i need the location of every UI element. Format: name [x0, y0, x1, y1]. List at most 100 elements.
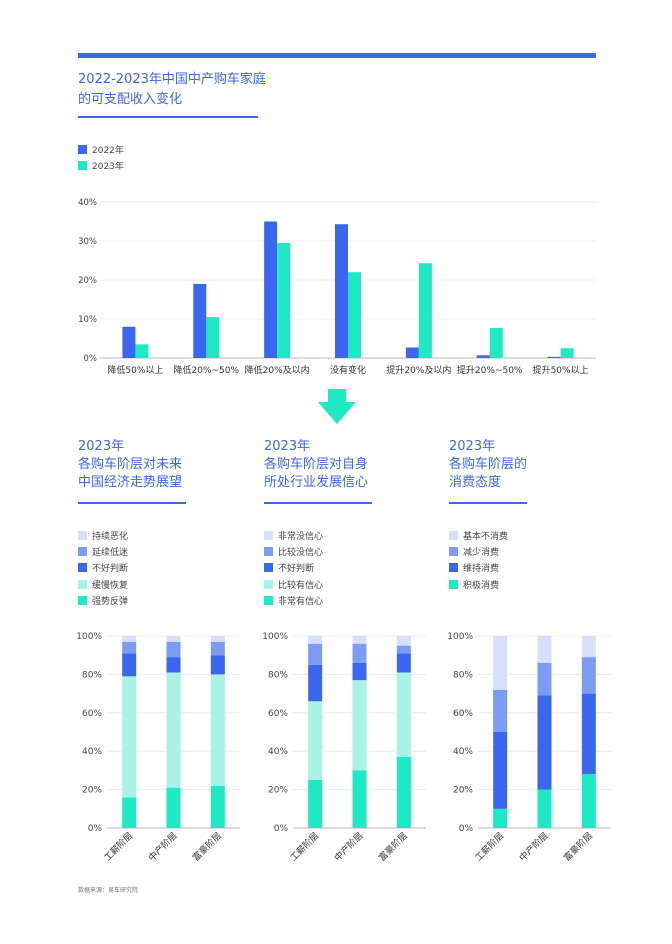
y-tick-label: 10%	[78, 315, 97, 325]
legend-label: 缓慢恢复	[92, 580, 129, 591]
legend-item: 非常没信心	[264, 527, 323, 543]
legend-item: 2023年	[78, 157, 124, 173]
stack-segment-不好判断-中产阶层	[352, 662, 367, 681]
x-tick-label: 工薪阶层	[101, 830, 135, 864]
stack-segment-缓慢恢复-中产阶层	[166, 672, 181, 788]
top-accent-bar	[78, 53, 596, 58]
stack-segment-延续低迷-工薪阶层	[122, 641, 137, 654]
legend-swatch	[264, 595, 273, 605]
title-underline	[78, 116, 258, 118]
legend-swatch	[449, 530, 458, 540]
legend-label: 2022年	[92, 145, 124, 156]
consumption-attitude-chart: 0% 20% 40% 60% 80% 100% 工薪阶层 中产阶层 富豪阶层	[447, 632, 611, 864]
stack-segment-不好判断-工薪阶层	[122, 653, 137, 677]
y-tick-label: 80%	[453, 670, 473, 680]
legend-item: 延续低迷	[78, 543, 128, 559]
stack-segment-基本不消费-中产阶层	[537, 636, 552, 663]
stack-segment-积极消费-工薪阶层	[493, 808, 508, 828]
legend-label: 强势反弹	[92, 596, 129, 607]
bar-2023年-降低20%及以内	[277, 242, 291, 358]
y-tick-label: 0%	[84, 354, 98, 364]
legend-label: 延续低迷	[92, 547, 129, 558]
stack-segment-减少消费-富豪阶层	[581, 657, 596, 694]
legend-item: 持续恶化	[78, 527, 128, 543]
legend-swatch	[264, 530, 273, 540]
stack-segment-减少消费-工薪阶层	[493, 689, 508, 732]
stack-segment-不好判断-富豪阶层	[210, 655, 225, 675]
legend-item: 维持消费	[449, 560, 508, 576]
legend-swatch	[78, 579, 87, 589]
legend-label: 减少消费	[463, 547, 500, 558]
stack-segment-非常有信心-富豪阶层	[396, 756, 411, 828]
x-tick-label: 工薪阶层	[287, 830, 321, 864]
income-change-chart: 0% 10% 20% 30% 40% 降低50%以上 降低20%~50% 降低20%及以内 没有…	[78, 198, 596, 376]
x-tick-label: 提升50%以上	[533, 365, 589, 376]
legend-swatch	[78, 595, 87, 605]
x-tick-label: 提升20%及以内	[386, 364, 451, 376]
stack-segment-比较有信心-富豪阶层	[396, 672, 411, 757]
consumption-attitude-legend: 基本不消费减少消费维持消费积极消费	[449, 527, 508, 592]
stack-segment-延续低迷-富豪阶层	[210, 641, 225, 656]
x-tick-label: 工薪阶层	[472, 830, 506, 864]
main-chart-legend: 2022年 2023年	[78, 141, 124, 174]
legend-label: 非常没信心	[278, 531, 324, 542]
y-tick-label: 60%	[268, 709, 288, 719]
y-tick-label: 40%	[453, 747, 473, 757]
legend-item: 非常有信心	[264, 592, 323, 608]
y-tick-label: 40%	[268, 747, 288, 757]
bar-2022年-提升20%~50%	[476, 355, 490, 358]
bar-2022年-降低50%以上	[122, 326, 136, 358]
stack-segment-缓慢恢复-工薪阶层	[122, 676, 137, 798]
legend-label: 积极消费	[463, 580, 500, 591]
stack-segment-积极消费-中产阶层	[537, 789, 552, 828]
legend-swatch	[264, 563, 273, 573]
stack-segment-延续低迷-中产阶层	[166, 641, 181, 658]
y-tick-label: 20%	[78, 276, 97, 286]
y-tick-label: 80%	[268, 670, 288, 680]
legend-label: 非常有信心	[278, 596, 324, 607]
section-rule-consumption	[449, 502, 527, 504]
section-title-consumption-attitude: 2023年 各购车阶层的 消费态度	[449, 439, 528, 490]
stack-segment-比较没信心-富豪阶层	[396, 645, 411, 654]
section-rule-industry	[264, 502, 372, 504]
bar-2023年-降低50%以上	[135, 344, 149, 358]
legend-label: 持续恶化	[92, 531, 129, 542]
legend-label: 不好判断	[278, 564, 315, 575]
stack-segment-非常有信心-工薪阶层	[308, 780, 323, 828]
section-title-economy-outlook: 2023年 各购车阶层对未来 中国经济走势展望	[78, 439, 183, 490]
legend-label: 比较没信心	[278, 547, 324, 558]
economy-outlook-legend: 持续恶化延续低迷不好判断缓慢恢复强势反弹	[78, 527, 128, 608]
y-tick-label: 100%	[262, 632, 288, 642]
section-rule-economy	[78, 502, 186, 504]
bar-2022年-降低20%~50%	[193, 283, 207, 358]
legend-item: 不好判断	[78, 560, 128, 576]
stack-segment-非常有信心-中产阶层	[352, 770, 367, 828]
legend-item: 基本不消费	[449, 527, 508, 543]
y-tick-label: 20%	[82, 786, 102, 796]
x-tick-label: 没有变化	[330, 364, 366, 376]
page-title: 2022-2023年中国中产购车家庭 的可支配收入变化	[78, 72, 266, 107]
bar-2023年-提升50%以上	[560, 348, 574, 358]
legend-item: 比较有信心	[264, 576, 323, 592]
stack-segment-比较没信心-中产阶层	[352, 643, 367, 663]
legend-item: 2022年	[78, 141, 124, 157]
section-title-industry-confidence: 2023年 各购车阶层对自身 所处行业发展信心	[264, 439, 369, 490]
legend-label: 比较有信心	[278, 580, 324, 591]
x-tick-label: 富豪阶层	[190, 830, 224, 864]
stack-segment-积极消费-富豪阶层	[581, 774, 596, 828]
legend-swatch	[264, 546, 273, 556]
bar-2022年-提升20%及以内	[405, 347, 419, 358]
stack-segment-维持消费-工薪阶层	[493, 732, 508, 809]
data-source: 数据来源：易车研究院	[78, 887, 139, 894]
stack-segment-持续恶化-富豪阶层	[210, 636, 225, 642]
y-tick-label: 30%	[78, 237, 97, 247]
legend-swatch	[78, 144, 87, 154]
legend-item: 积极消费	[449, 576, 508, 592]
x-tick-label: 提升20%~50%	[457, 365, 523, 376]
stack-segment-非常没信心-中产阶层	[352, 636, 367, 644]
stack-segment-比较没信心-工薪阶层	[308, 643, 323, 665]
x-tick-label: 中产阶层	[146, 830, 180, 864]
y-tick-label: 40%	[82, 747, 102, 757]
industry-confidence-legend: 非常没信心比较没信心不好判断比较有信心非常有信心	[264, 527, 323, 608]
economy-outlook-chart: 0% 20% 40% 60% 80% 100% 工薪阶层 中产阶层 富豪阶层	[76, 632, 240, 864]
